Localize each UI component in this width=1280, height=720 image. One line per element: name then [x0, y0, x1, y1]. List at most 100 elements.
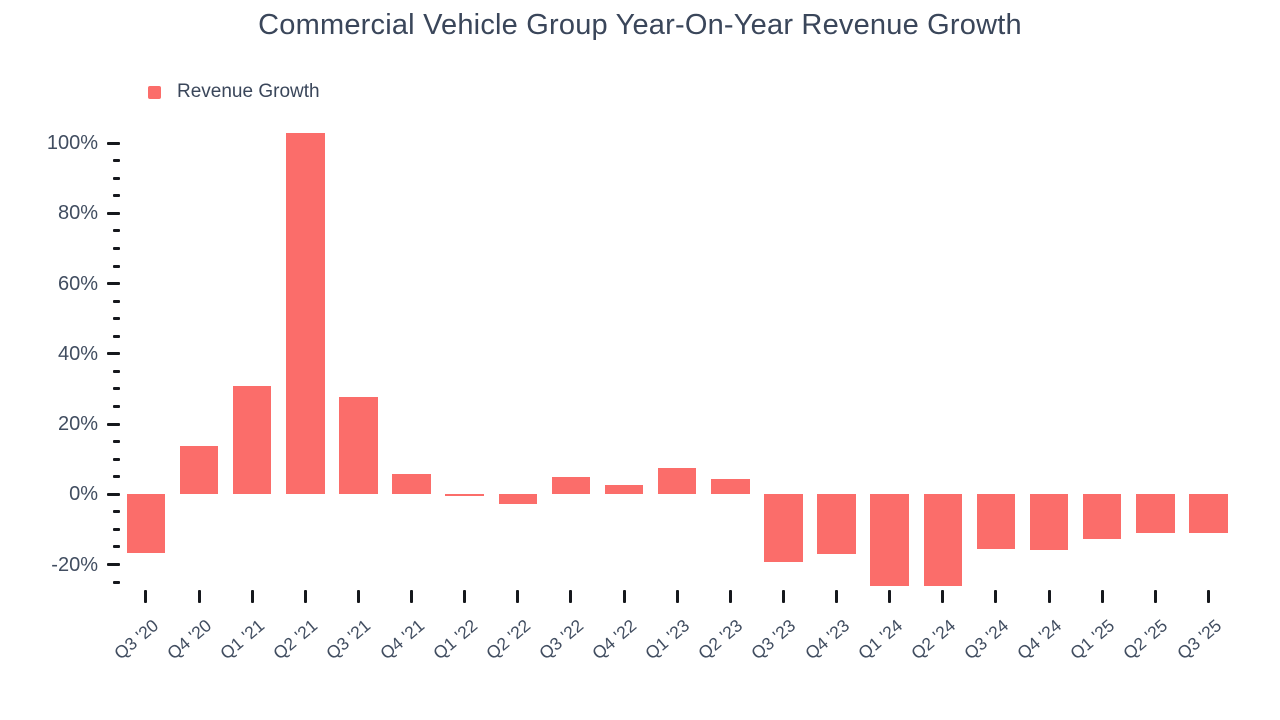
x-axis-label: Q1 '21 — [216, 615, 269, 664]
bar-q321[interactable] — [339, 397, 378, 495]
x-axis-label: Q1 '24 — [853, 615, 906, 664]
x-axis-tick — [941, 590, 945, 603]
x-axis-tick — [144, 590, 148, 603]
bar-q420[interactable] — [179, 445, 219, 495]
bar-q221[interactable] — [286, 132, 325, 495]
x-axis-tick — [516, 590, 520, 603]
y-axis-label: -20% — [51, 553, 98, 576]
y-axis-minor-tick — [113, 159, 120, 163]
x-axis-tick — [1207, 590, 1210, 603]
y-axis-minor-tick — [113, 440, 120, 444]
y-axis-label: 80% — [57, 202, 98, 225]
y-axis-major-tick — [107, 563, 120, 567]
y-axis-minor-tick — [113, 299, 120, 303]
y-axis-major-tick — [107, 422, 120, 426]
y-axis-minor-tick — [113, 246, 120, 250]
y-axis-minor-tick — [113, 317, 120, 321]
y-axis-minor-tick — [113, 387, 120, 391]
x-axis-label: Q1 '22 — [428, 615, 481, 664]
x-axis-label: Q4 '23 — [800, 615, 853, 664]
x-axis-label: Q4 '22 — [588, 615, 641, 664]
x-axis-label: Q4 '21 — [375, 615, 428, 664]
y-axis-major-tick — [107, 141, 120, 145]
bar-q325[interactable] — [1189, 494, 1228, 533]
x-axis-tick — [994, 590, 998, 603]
y-axis-label: 0% — [69, 483, 98, 506]
y-axis-major-tick — [107, 282, 120, 286]
y-axis-major-tick — [107, 211, 120, 215]
y-axis-minor-tick — [113, 510, 120, 514]
bar-q423[interactable] — [817, 494, 856, 555]
x-axis-tick — [1153, 590, 1157, 603]
y-axis-label: 100% — [46, 132, 98, 155]
x-axis-tick — [250, 590, 254, 603]
bar-q324[interactable] — [976, 494, 1016, 550]
x-axis-label: Q4 '20 — [163, 615, 216, 664]
x-axis-label: Q3 '24 — [960, 615, 1013, 664]
y-axis-label: 40% — [57, 342, 98, 365]
y-axis-minor-tick — [113, 405, 120, 408]
bar-q123[interactable] — [657, 468, 697, 495]
y-axis-label: 20% — [57, 413, 98, 436]
bar-q223[interactable] — [711, 479, 750, 495]
bar-q421[interactable] — [392, 473, 431, 495]
x-axis-tick — [197, 590, 201, 603]
x-axis-tick — [728, 590, 732, 603]
x-axis-label: Q2 '21 — [269, 615, 322, 664]
x-axis-tick — [835, 590, 839, 603]
x-axis-tick — [1047, 590, 1051, 603]
bar-q320[interactable] — [126, 494, 166, 553]
x-axis-tick — [463, 590, 467, 603]
y-axis-major-tick — [107, 492, 120, 496]
bar-q121[interactable] — [232, 385, 272, 495]
x-axis-label: Q2 '23 — [694, 615, 747, 664]
y-axis-minor-tick — [113, 457, 120, 461]
x-axis-tick — [888, 590, 892, 603]
y-axis-label: 60% — [57, 272, 98, 295]
y-axis-minor-tick — [113, 369, 120, 373]
bar-q225[interactable] — [1136, 494, 1175, 534]
bar-q224[interactable] — [923, 494, 963, 586]
x-axis-label: Q3 '23 — [747, 615, 800, 664]
x-axis-tick — [410, 590, 414, 603]
bar-q424[interactable] — [1029, 494, 1069, 551]
x-axis-label: Q2 '25 — [1119, 615, 1172, 664]
legend-item-revenue-growth[interactable]: Revenue Growth — [148, 81, 320, 103]
x-axis-label: Q3 '21 — [322, 615, 375, 664]
y-axis-minor-tick — [113, 527, 120, 531]
y-axis-minor-tick — [113, 264, 120, 268]
y-axis-major-tick — [107, 352, 120, 356]
x-axis-tick — [675, 590, 679, 603]
x-axis-tick — [781, 590, 785, 603]
bar-q323[interactable] — [764, 494, 803, 562]
x-axis-tick — [622, 590, 626, 603]
bar-q122[interactable] — [445, 494, 484, 496]
bar-q422[interactable] — [604, 485, 644, 495]
y-axis-minor-tick — [113, 194, 120, 198]
chart-title: Commercial Vehicle Group Year-On-Year Re… — [258, 9, 1022, 41]
y-axis-minor-tick — [113, 176, 120, 180]
x-axis-label: Q3 '20 — [110, 615, 163, 664]
y-axis-minor-tick — [113, 229, 120, 233]
x-axis-label: Q1 '25 — [1066, 615, 1119, 664]
legend-label: Revenue Growth — [177, 81, 320, 102]
x-axis-label: Q4 '24 — [1013, 615, 1066, 664]
x-axis-tick — [303, 590, 307, 603]
x-axis-tick — [569, 590, 573, 603]
x-axis-label: Q2 '22 — [482, 615, 535, 664]
x-axis-label: Q3 '22 — [535, 615, 588, 664]
x-axis-label: Q1 '23 — [641, 615, 694, 664]
x-axis-label: Q3 '25 — [1172, 615, 1225, 664]
bar-q222[interactable] — [498, 494, 538, 505]
x-axis-tick — [1100, 590, 1104, 603]
legend-swatch — [148, 85, 161, 99]
bar-q322[interactable] — [551, 477, 591, 495]
bar-q124[interactable] — [870, 494, 909, 586]
y-axis-minor-tick — [113, 545, 120, 549]
y-axis-minor-tick — [113, 475, 120, 479]
x-axis-label: Q2 '24 — [907, 615, 960, 664]
x-axis-tick — [356, 590, 360, 603]
y-axis-minor-tick — [113, 580, 120, 584]
bar-q125[interactable] — [1082, 494, 1122, 540]
